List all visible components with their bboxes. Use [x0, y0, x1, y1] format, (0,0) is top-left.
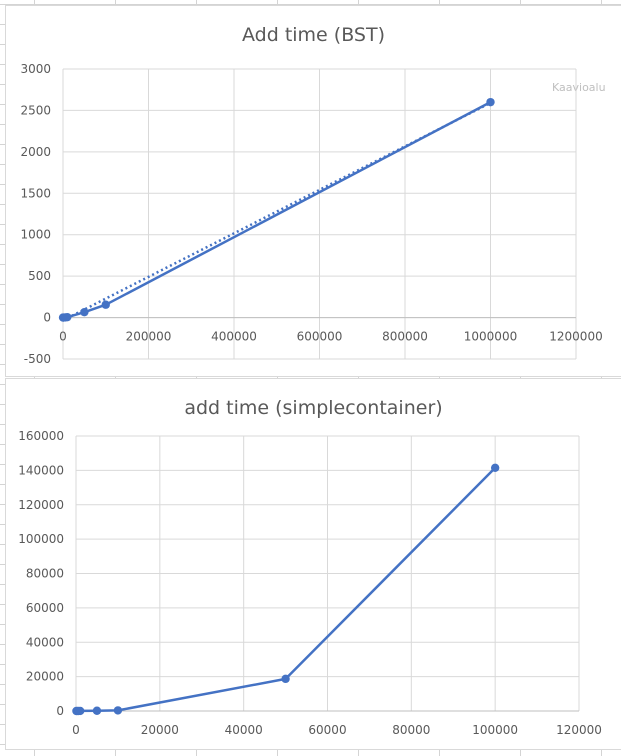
x-tick-label: 200000: [126, 330, 172, 344]
data-point: [92, 706, 102, 715]
x-tick-label: 60000: [308, 723, 346, 737]
y-tick-label: 140000: [18, 463, 64, 477]
y-tick-label: 2000: [20, 145, 51, 159]
y-tick-label: 120000: [18, 498, 64, 512]
x-tick-label: 0: [59, 330, 67, 344]
x-tick-label: 40000: [225, 723, 263, 737]
chart-bst[interactable]: Add time (BST) Kaavioalu 3000 2500 2000 150…: [5, 5, 621, 377]
series-line: [62, 100, 492, 319]
y-tick-label: -500: [24, 352, 51, 366]
data-point: [80, 307, 89, 317]
chart-area-tooltip: Kaavioalu: [550, 80, 608, 95]
x-tick-label: 1200000: [549, 330, 602, 344]
data-point: [75, 706, 85, 716]
x-tick-label: 0: [72, 723, 80, 737]
data-point: [113, 706, 123, 715]
chart-plot-simplecontainer: 160000 140000 120000 100000 80000 60000 40000 2…: [18, 429, 602, 737]
chart-simplecontainer[interactable]: add time (simplecontainer) 160000 140000 1…: [5, 378, 621, 750]
y-tick-label: 0: [43, 311, 51, 325]
y-tick-label: 1000: [20, 228, 51, 242]
y-tick-label: 1500: [20, 186, 51, 200]
x-tick-label: 400000: [211, 330, 257, 344]
data-point: [490, 463, 500, 472]
data-point: [63, 312, 72, 322]
x-tick-label: 600000: [297, 330, 343, 344]
x-tick-label: 120000: [556, 723, 602, 737]
chart-title: Add time (BST): [242, 24, 385, 46]
y-tick-label: 20000: [26, 670, 64, 684]
y-tick-label: 60000: [26, 601, 64, 615]
x-tick-label: 100000: [472, 723, 518, 737]
x-tick-label: 1000000: [464, 330, 517, 344]
y-tick-label: 160000: [18, 429, 64, 443]
y-tick-label: 40000: [26, 635, 64, 649]
chart-title: add time (simplecontainer): [184, 397, 443, 419]
chart-plot-bst: 3000 2500 2000 1500 1000 500 0 -500 0 200000 40000…: [20, 62, 602, 366]
x-tick-label: 80000: [392, 723, 430, 737]
data-point: [486, 97, 495, 107]
y-tick-label: 80000: [26, 567, 64, 581]
y-tick-label: 100000: [18, 532, 64, 546]
x-tick-label: 800000: [382, 330, 428, 344]
data-point: [281, 674, 290, 684]
y-tick-label: 500: [28, 269, 51, 283]
y-tick-label: 3000: [20, 62, 51, 76]
y-tick-label: 0: [56, 704, 64, 718]
y-tick-label: 2500: [20, 103, 51, 117]
x-tick-label: 20000: [141, 723, 179, 737]
data-point: [101, 300, 110, 309]
